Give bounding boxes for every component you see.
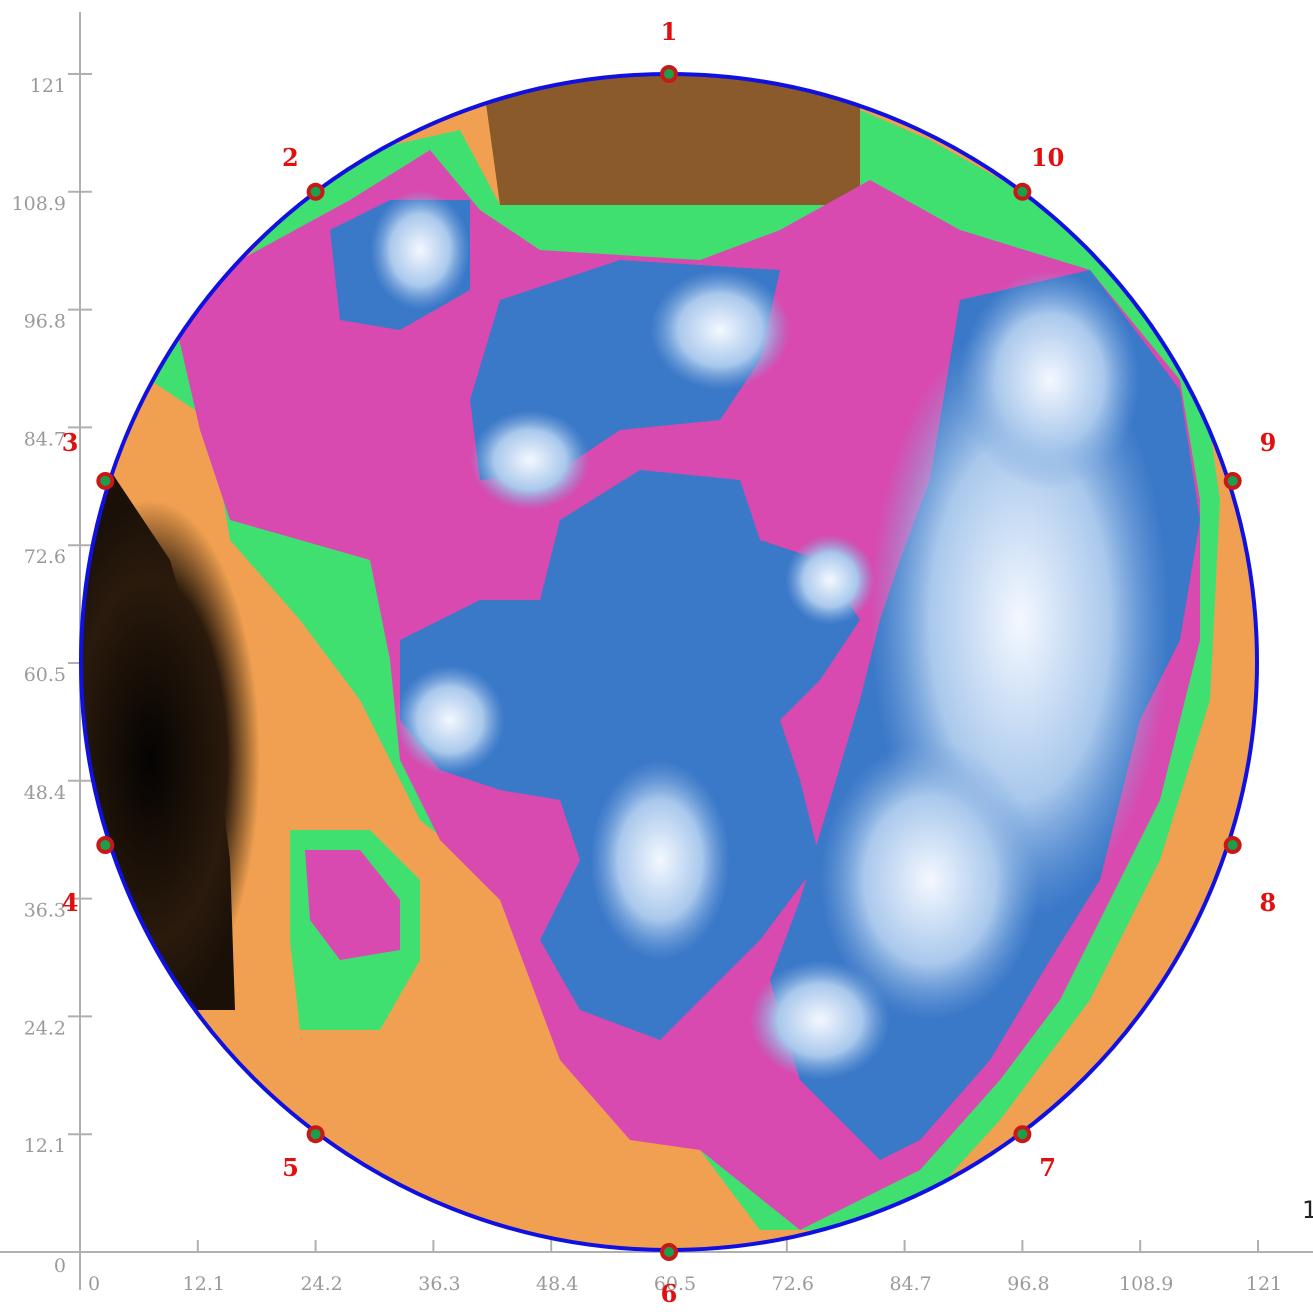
y-tick-label: 72.6 xyxy=(24,546,66,568)
right-edge-partial-label: 1 xyxy=(1302,1196,1313,1224)
x-tick-label: 24.2 xyxy=(300,1273,342,1295)
light-spot xyxy=(395,665,505,775)
x-tick-label: 48.4 xyxy=(536,1273,578,1295)
y-axis-ticks: 0 12.1 24.2 36.3 48.4 60.5 72.6 84.7 96.8 108.9 12… xyxy=(12,73,92,1277)
x-tick-label: 121 xyxy=(1246,1273,1282,1295)
measurement-point-label: 6 xyxy=(661,1279,678,1308)
measurement-point-label: 3 xyxy=(62,428,79,457)
x-tick-label: 108.9 xyxy=(1119,1273,1173,1295)
measurement-point-label: 8 xyxy=(1260,888,1277,917)
measurement-point xyxy=(664,1247,674,1257)
measurement-point-label: 1 xyxy=(661,17,678,46)
light-spot xyxy=(370,190,470,310)
light-spot xyxy=(590,760,730,960)
y-tick-label: 84.7 xyxy=(24,428,66,450)
y-tick-label: 12.1 xyxy=(24,1135,66,1157)
x-tick-label: 72.6 xyxy=(772,1273,814,1295)
y-tick-label: 0 xyxy=(54,1255,66,1277)
y-tick-label: 36.3 xyxy=(24,900,66,922)
measurement-point xyxy=(310,186,321,197)
light-spot xyxy=(785,535,875,625)
x-tick-label: 36.3 xyxy=(418,1273,460,1295)
measurement-points xyxy=(96,65,1242,1261)
y-tick-label: 60.5 xyxy=(24,664,66,686)
x-axis-ticks: 0 12.1 24.2 36.3 48.4 60.5 72.6 84.7 96.8 108.9 12… xyxy=(88,1240,1282,1295)
top-region-brown xyxy=(480,74,860,205)
y-tick-label: 108.9 xyxy=(12,193,66,215)
measurement-point-labels: 1 2 3 4 5 6 7 8 9 10 xyxy=(62,17,1277,1308)
x-tick-label: 60.5 xyxy=(654,1273,696,1295)
y-tick-label: 48.4 xyxy=(24,782,66,804)
x-tick-label: 96.8 xyxy=(1007,1273,1049,1295)
measurement-point-label: 7 xyxy=(1039,1153,1056,1182)
y-tick-label: 96.8 xyxy=(24,311,66,333)
measurement-point xyxy=(1227,840,1238,851)
light-spot xyxy=(470,410,590,510)
light-spot xyxy=(750,960,890,1080)
measurement-point xyxy=(1017,1129,1028,1140)
light-spot xyxy=(960,270,1140,490)
y-tick-label: 24.2 xyxy=(24,1017,66,1039)
pocket-magenta xyxy=(305,850,400,960)
measurement-point xyxy=(310,1129,321,1140)
measurement-point xyxy=(100,475,111,486)
measurement-point-label: 9 xyxy=(1260,428,1277,457)
y-tick-label: 121 xyxy=(30,75,66,97)
measurement-point xyxy=(664,69,674,79)
light-spot xyxy=(650,270,790,390)
measurement-point-label: 4 xyxy=(62,888,79,917)
measurement-point-label: 2 xyxy=(282,143,299,172)
measurement-point-label: 5 xyxy=(282,1153,299,1182)
x-tick-label: 0 xyxy=(88,1273,100,1295)
measurement-point xyxy=(1227,475,1238,486)
light-spot xyxy=(820,740,1040,1020)
x-tick-label: 84.7 xyxy=(889,1273,931,1295)
measurement-point-label: 10 xyxy=(1031,143,1064,172)
measurement-point xyxy=(100,840,111,851)
x-tick-label: 12.1 xyxy=(183,1273,225,1295)
measurement-point xyxy=(1017,186,1028,197)
wafer-heatmap xyxy=(81,74,1257,1250)
